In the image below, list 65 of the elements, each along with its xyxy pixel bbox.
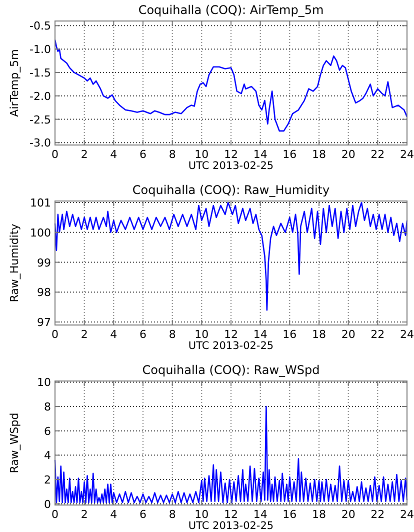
x-tick-label: 4 [110,148,118,161]
y-tick-label: -0.5 [30,20,51,33]
x-tick-label: 14 [253,508,268,521]
y-tick-label: -2.0 [30,90,51,103]
x-tick-label: 22 [370,508,385,521]
line-series [54,406,408,504]
x-tick-label: 24 [400,508,414,521]
x-tick-label: 14 [253,148,268,161]
y-tick-label: 8 [44,400,51,414]
x-tick-label: 24 [400,148,414,161]
x-tick-label: 14 [253,328,268,341]
x-tick-label: 8 [168,508,176,521]
y-axis-title: AirTemp_5m [8,49,21,117]
x-tick-label: 20 [341,508,356,521]
x-tick-label: 6 [140,328,146,341]
chart-title: Coquihalla (COQ): AirTemp_5m [138,3,324,17]
x-axis-title: UTC 2013-02-25 [188,160,274,172]
y-tick-label: 10 [37,376,51,390]
y-tick-label: -3.0 [30,136,51,150]
x-axis-title: UTC 2013-02-25 [188,340,274,352]
y-tick-label: 2 [44,473,51,486]
x-tick-label: 12 [224,148,238,161]
y-tick-label: 99 [37,256,51,270]
x-tick-label: 2 [80,328,88,341]
y-tick-label: 98 [37,286,51,300]
x-tick-label: 12 [224,508,238,521]
y-axis-title: Raw_WSpd [8,412,21,474]
y-tick-label: 101 [30,196,51,210]
x-tick-label: 6 [140,148,146,161]
x-tick-label: 10 [194,148,209,161]
y-axis-title: Raw_Humidity [8,223,21,302]
x-tick-label: 20 [341,148,356,161]
chart-title: Coquihalla (COQ): Raw_Humidity [132,183,330,197]
y-tick-label: 4 [44,449,51,462]
x-tick-label: 16 [282,328,297,341]
x-tick-label: 16 [282,148,297,161]
x-tick-label: 8 [168,328,176,341]
y-tick-label: 100 [30,226,51,240]
y-tick-label: 0 [44,498,51,511]
x-tick-label: 2 [80,148,88,161]
x-axis-title: UTC 2013-02-25 [188,520,274,532]
line-series [54,202,408,311]
x-tick-label: 18 [312,328,326,341]
y-tick-label: 97 [37,316,51,330]
x-tick-label: 20 [341,328,356,341]
x-tick-label: 22 [370,328,385,341]
y-tick-label: -1.5 [30,66,51,80]
x-tick-label: 10 [194,508,209,521]
x-tick-label: 18 [312,148,326,161]
x-tick-label: 2 [80,508,88,521]
line-series [54,39,408,132]
x-tick-label: 18 [312,508,326,521]
chart-title: Coquihalla (COQ): Raw_WSpd [142,363,320,377]
x-tick-label: 8 [168,148,176,161]
x-tick-label: 4 [110,508,118,521]
y-tick-label: -2.5 [30,113,51,126]
x-tick-label: 12 [224,328,238,341]
y-tick-label: 6 [44,424,51,438]
x-tick-label: 22 [370,148,385,161]
x-tick-label: 24 [400,328,414,341]
x-tick-label: 4 [110,328,118,341]
y-tick-label: -1.0 [30,43,51,56]
x-tick-label: 10 [194,328,209,341]
x-tick-label: 6 [140,508,146,521]
x-tick-label: 16 [282,508,297,521]
